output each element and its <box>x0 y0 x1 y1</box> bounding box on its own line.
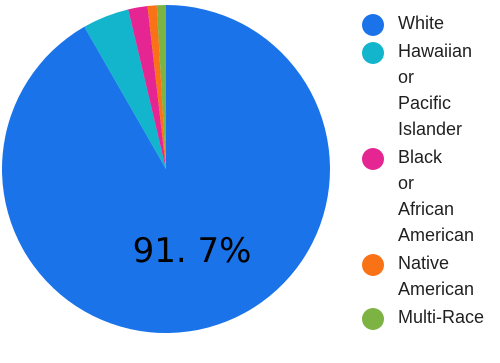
legend-swatch-multi <box>362 308 384 330</box>
slice-percent-label: 91. 7% <box>133 231 252 271</box>
pie-slices <box>2 5 330 333</box>
pie-slice-multi-race[interactable] <box>156 5 166 169</box>
legend-label-multi: Multi-Race <box>398 307 485 327</box>
legend-label-hawaiian: Hawaiian or Pacific Islander <box>398 41 473 139</box>
legend-item-native[interactable]: Native American <box>362 250 500 302</box>
pie-slice-white[interactable] <box>2 5 330 333</box>
legend-item-white[interactable]: White <box>362 10 500 36</box>
legend-item-multi[interactable]: Multi-Race <box>362 304 500 330</box>
legend-swatch-black <box>362 148 384 170</box>
legend-label-native: Native American <box>398 253 475 299</box>
legend-label-white: White <box>398 13 445 33</box>
legend-label-black: Black or African American <box>398 147 475 245</box>
pie-slice-black-or-african-american[interactable] <box>128 6 166 170</box>
pie-svg: 91. 7% <box>2 5 330 333</box>
legend: White Hawaiian or Pacific Islander Black… <box>362 10 500 332</box>
legend-swatch-white <box>362 14 384 36</box>
legend-swatch-hawaiian <box>362 42 384 64</box>
legend-item-black[interactable]: Black or African American <box>362 144 500 248</box>
pie-slice-hawaiian-or-pacific-islander[interactable] <box>84 9 166 169</box>
legend-item-hawaiian[interactable]: Hawaiian or Pacific Islander <box>362 38 500 142</box>
pie-slice-native-american[interactable] <box>147 5 166 169</box>
legend-swatch-native <box>362 254 384 276</box>
